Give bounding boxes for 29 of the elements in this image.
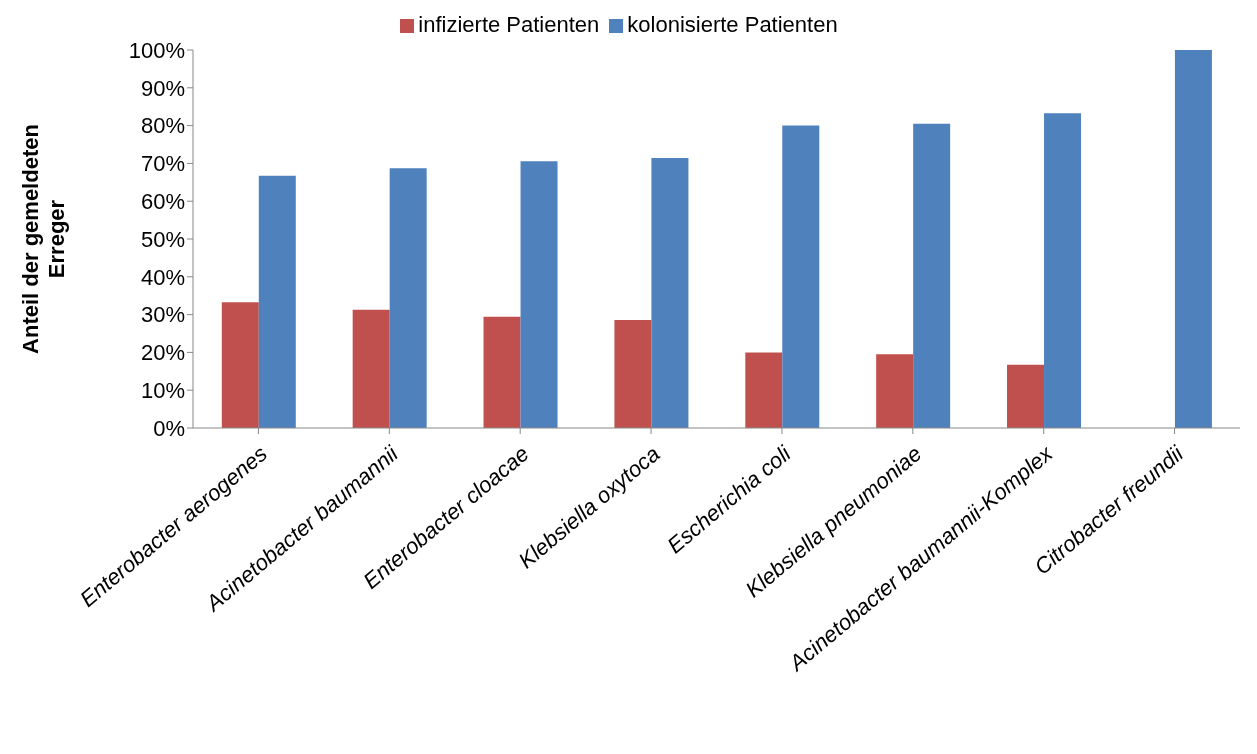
bar [483,316,521,428]
y-tick-label: 50% [140,226,185,252]
bar [876,354,914,428]
y-axis-title: Anteil der gemeldeten Erreger [18,124,69,354]
y-tick-label: 0% [153,415,185,441]
bar [221,302,259,428]
bar [913,123,951,428]
y-tick-label: 100% [128,37,185,63]
bar [258,175,296,428]
bar [1174,50,1212,428]
y-tick-label: 60% [140,189,185,215]
legend-label: infizierte Patienten [418,12,600,37]
y-tick-label: 40% [140,264,185,290]
y-tick-label: 10% [140,378,185,404]
bar [389,168,427,428]
y-tick-label: 90% [140,75,185,101]
bar [1044,113,1082,428]
y-tick-label: 30% [140,302,185,328]
bar [782,125,820,428]
bar [651,158,689,428]
bar [614,319,652,428]
bar [352,309,390,428]
bar [1007,364,1045,428]
y-tick-label: 80% [140,113,185,139]
y-tick-label: 20% [140,340,185,366]
legend-label: kolonisierte Patienten [627,12,838,37]
y-tick-label: 70% [140,151,185,177]
bar [745,352,783,428]
bar [520,161,558,428]
